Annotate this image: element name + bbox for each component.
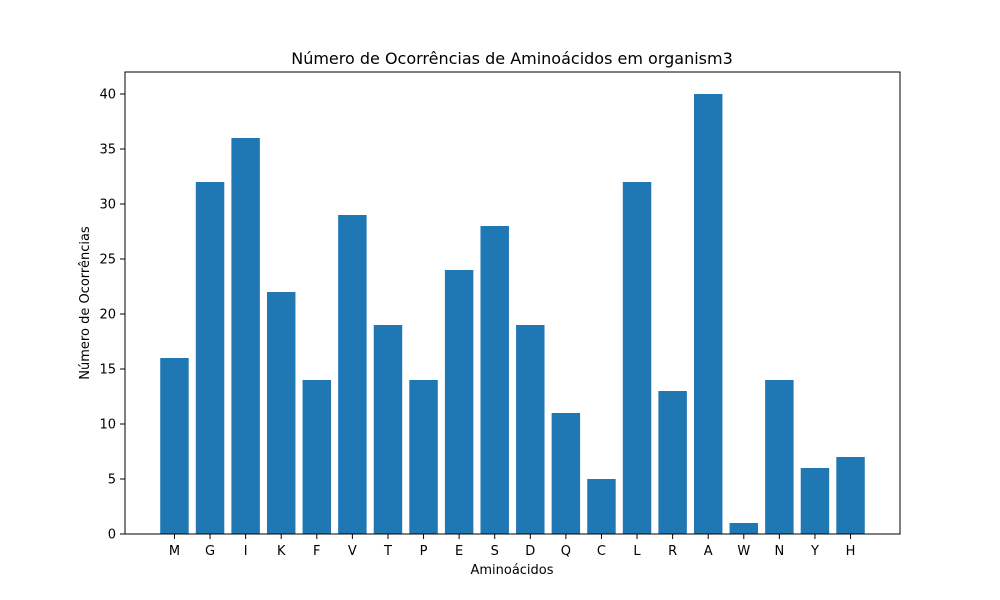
y-axis-ticks: 0 5 10 15 20 25 30 35 40 xyxy=(99,88,125,543)
bar-T xyxy=(373,325,403,534)
x-tick-label: Y xyxy=(810,544,819,559)
plot-frame xyxy=(124,71,901,535)
bar-N xyxy=(765,380,794,534)
bar-P xyxy=(409,380,438,534)
bar-C xyxy=(587,479,616,534)
x-tick-label: L xyxy=(633,544,641,559)
y-tick-label: 20 xyxy=(99,308,116,323)
x-tick-label: M xyxy=(169,544,180,559)
y-tick-label: 15 xyxy=(99,363,116,378)
x-axis-title: Aminoácidos xyxy=(470,563,553,578)
y-tick-label: 0 xyxy=(108,528,116,543)
y-tick-label: 5 xyxy=(108,473,116,488)
bar-V xyxy=(338,215,367,534)
bar-D xyxy=(516,325,545,534)
x-tick-label: W xyxy=(737,544,750,559)
bar-K xyxy=(266,292,296,534)
x-tick-label: S xyxy=(491,544,499,559)
bar-A xyxy=(693,94,723,534)
x-tick-label: D xyxy=(525,544,535,559)
x-tick-label: N xyxy=(775,544,785,559)
bar-E xyxy=(444,270,474,534)
bar-M xyxy=(160,358,189,534)
bar-S xyxy=(480,226,509,534)
x-tick-label: G xyxy=(205,544,215,559)
chart-title: Número de Ocorrências de Aminoácidos em … xyxy=(291,49,733,68)
x-tick-label: P xyxy=(420,544,428,559)
bar-R xyxy=(658,391,687,534)
bar-F xyxy=(302,380,332,534)
bar-W xyxy=(729,523,759,534)
bar-H xyxy=(836,457,865,534)
bar-Y xyxy=(800,468,830,534)
y-axis-title: Número de Ocorrências xyxy=(78,226,93,380)
y-tick-label: 10 xyxy=(99,418,116,433)
x-tick-label: A xyxy=(704,544,713,559)
x-tick-label: Q xyxy=(561,544,571,559)
x-tick-label: F xyxy=(313,544,320,559)
x-tick-label: R xyxy=(668,544,677,559)
bar-G xyxy=(195,182,225,534)
x-tick-label: T xyxy=(383,544,392,559)
bar-Q xyxy=(551,413,581,534)
x-tick-label: V xyxy=(348,544,357,559)
x-tick-label: H xyxy=(846,544,856,559)
y-tick-label: 30 xyxy=(99,198,116,213)
x-tick-label: C xyxy=(597,544,606,559)
y-tick-label: 35 xyxy=(99,143,116,158)
x-tick-label: I xyxy=(244,544,248,559)
bars-group xyxy=(160,94,865,534)
bar-L xyxy=(622,182,652,534)
bar-I xyxy=(231,138,260,534)
y-tick-label: 40 xyxy=(99,88,116,103)
y-tick-label: 25 xyxy=(99,253,116,268)
x-tick-label: K xyxy=(277,544,286,559)
x-tick-label: E xyxy=(455,544,463,559)
